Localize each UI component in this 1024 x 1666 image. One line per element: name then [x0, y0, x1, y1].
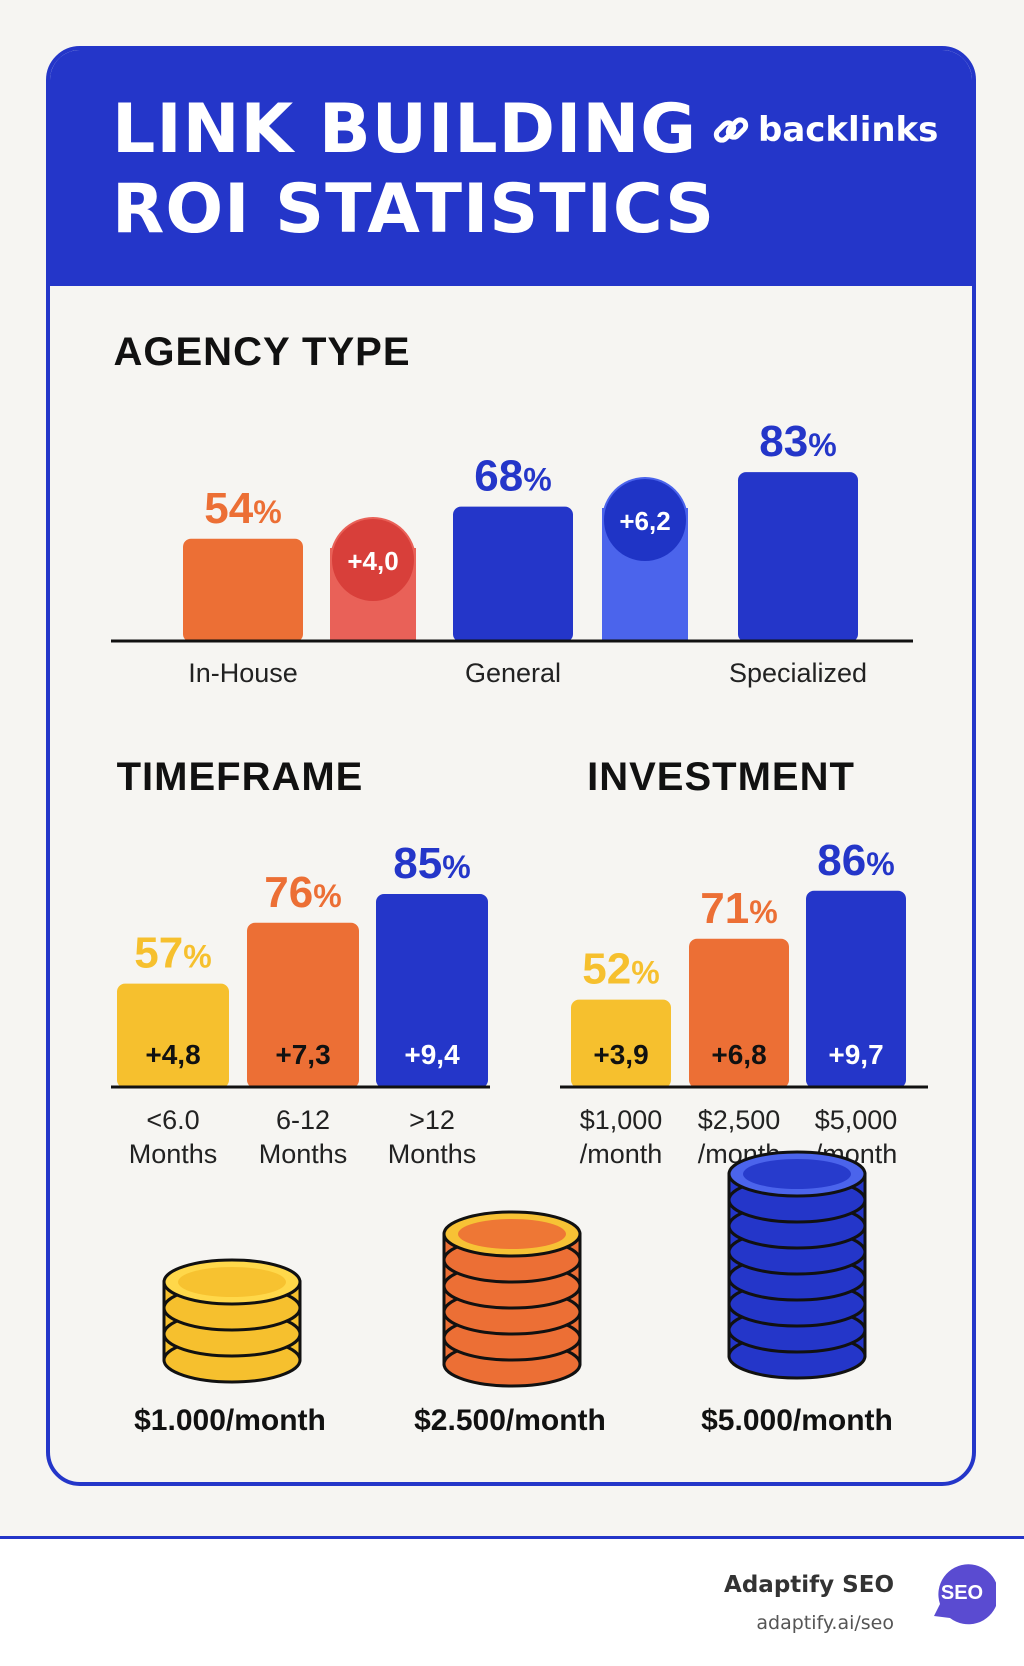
timeframe-value-label-2: 85%: [393, 839, 470, 888]
timeframe-inner-label-0: +4,8: [145, 1039, 200, 1070]
agency-bar-1: [453, 506, 573, 642]
increment-badge-0: [332, 519, 414, 601]
timeframe-value-label-0: 57%: [134, 929, 211, 978]
timeframe-bar-2: [376, 894, 488, 1088]
agency-category-label-2: Specialized: [729, 658, 867, 688]
footer: [0, 1539, 1024, 1666]
coin-stack-icon-0-coin-top-inner: [178, 1267, 286, 1297]
timeframe-category-label-2-0: >12: [409, 1105, 455, 1135]
agency-bar-2: [738, 472, 858, 642]
timeframe-bar-0: [117, 983, 229, 1088]
agency-value-label-0: 54%: [204, 484, 281, 533]
increment-label-0: +4,0: [347, 546, 398, 576]
investment-category-label-0-1: /month: [580, 1139, 663, 1169]
agency-category-label-1: General: [465, 658, 561, 688]
increment-badge-1: [604, 479, 686, 561]
increment-label-1: +6,2: [619, 506, 670, 536]
coin-stack-icon-0: [162, 1258, 302, 1384]
coin-stack-icon-1: [442, 1210, 582, 1388]
header-banner: LINK BUILDING ROI STATISTICS backlinks: [50, 50, 972, 286]
coin-stack-icon-1-coin-top-inner: [458, 1219, 566, 1249]
timeframe-category-label-0-0: <6.0: [146, 1105, 199, 1135]
agency-value-label-2: 83%: [759, 417, 836, 466]
timeframe-inner-label-2: +9,4: [404, 1039, 460, 1070]
seo-badge-text: SEO: [941, 1582, 983, 1604]
agency-bar-0: [183, 538, 303, 642]
coin-stack-label-1: $2.500/month: [414, 1404, 606, 1437]
title-line-1: LINK BUILDING: [112, 90, 698, 169]
timeframe-category-label-1-1: Months: [259, 1139, 348, 1169]
investment-bar-1: [689, 938, 789, 1088]
link-icon: [713, 117, 749, 143]
timeframe-category-label-2-1: Months: [388, 1139, 477, 1169]
coin-stack-label-0: $1.000/month: [134, 1404, 326, 1437]
investment-inner-label-0: +3,9: [593, 1039, 648, 1070]
coin-stack-label-2: $5.000/month: [701, 1404, 893, 1437]
coin-stack-icon-2: [727, 1150, 867, 1380]
investment-bar-0: [571, 999, 671, 1088]
brand: backlinks: [712, 110, 938, 150]
investment-bar-2: [806, 890, 906, 1088]
footer-url[interactable]: adaptify.ai/seo: [756, 1612, 894, 1634]
investment-inner-label-1: +6,8: [711, 1039, 766, 1070]
agency-type-title: AGENCY TYPE: [114, 330, 411, 374]
footer-company: Adaptify SEO: [724, 1572, 894, 1598]
investment-category-label-0-0: $1,000: [580, 1105, 663, 1135]
footer-divider: [0, 1536, 1024, 1539]
coin-stack-icon-2-coin-top-inner: [743, 1159, 851, 1189]
investment-category-label-1-0: $2,500: [698, 1105, 781, 1135]
timeframe-inner-label-1: +7,3: [275, 1039, 330, 1070]
brand-label: backlinks: [758, 110, 939, 150]
investment-value-label-2: 86%: [817, 836, 894, 885]
page-title: LINK BUILDING ROI STATISTICS: [112, 90, 715, 250]
investment-inner-label-2: +9,7: [828, 1039, 883, 1070]
timeframe-category-label-0-1: Months: [129, 1139, 218, 1169]
timeframe-bar-1: [247, 922, 359, 1088]
timeframe-value-label-1: 76%: [264, 868, 341, 917]
timeframe-category-label-1-0: 6-12: [276, 1105, 330, 1135]
agency-category-label-0: In-House: [188, 658, 298, 688]
title-line-2: ROI STATISTICS: [112, 170, 716, 249]
investment-value-label-1: 71%: [700, 884, 777, 933]
seo-badge-icon: SEO: [934, 1564, 996, 1625]
investment-value-label-0: 52%: [582, 945, 659, 994]
timeframe-title: TIMEFRAME: [117, 755, 364, 799]
agency-value-label-1: 68%: [474, 452, 551, 501]
investment-title: INVESTMENT: [587, 755, 855, 799]
charts-canvas: AGENCY TYPE 54% In-House 68% General 83% Speci…: [111, 330, 928, 1437]
investment-category-label-2-0: $5,000: [815, 1105, 898, 1135]
